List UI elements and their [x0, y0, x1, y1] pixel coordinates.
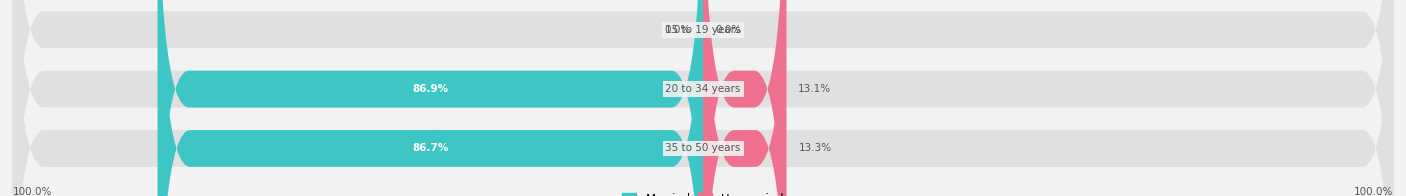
FancyBboxPatch shape: [703, 0, 786, 196]
FancyBboxPatch shape: [13, 0, 1393, 196]
FancyBboxPatch shape: [157, 0, 703, 196]
Text: 35 to 50 years: 35 to 50 years: [665, 143, 741, 153]
FancyBboxPatch shape: [159, 0, 703, 196]
Text: 13.3%: 13.3%: [799, 143, 832, 153]
Text: 15 to 19 years: 15 to 19 years: [665, 25, 741, 35]
Text: 86.9%: 86.9%: [412, 84, 449, 94]
Text: 20 to 34 years: 20 to 34 years: [665, 84, 741, 94]
FancyBboxPatch shape: [703, 0, 785, 196]
Text: 86.7%: 86.7%: [413, 143, 449, 153]
Legend: Married, Unmarried: Married, Unmarried: [621, 193, 785, 196]
Text: 0.0%: 0.0%: [664, 25, 690, 35]
Text: 100.0%: 100.0%: [13, 187, 52, 196]
Text: 0.0%: 0.0%: [716, 25, 742, 35]
Text: 100.0%: 100.0%: [1354, 187, 1393, 196]
FancyBboxPatch shape: [13, 0, 1393, 196]
FancyBboxPatch shape: [13, 0, 1393, 196]
Text: 13.1%: 13.1%: [797, 84, 831, 94]
